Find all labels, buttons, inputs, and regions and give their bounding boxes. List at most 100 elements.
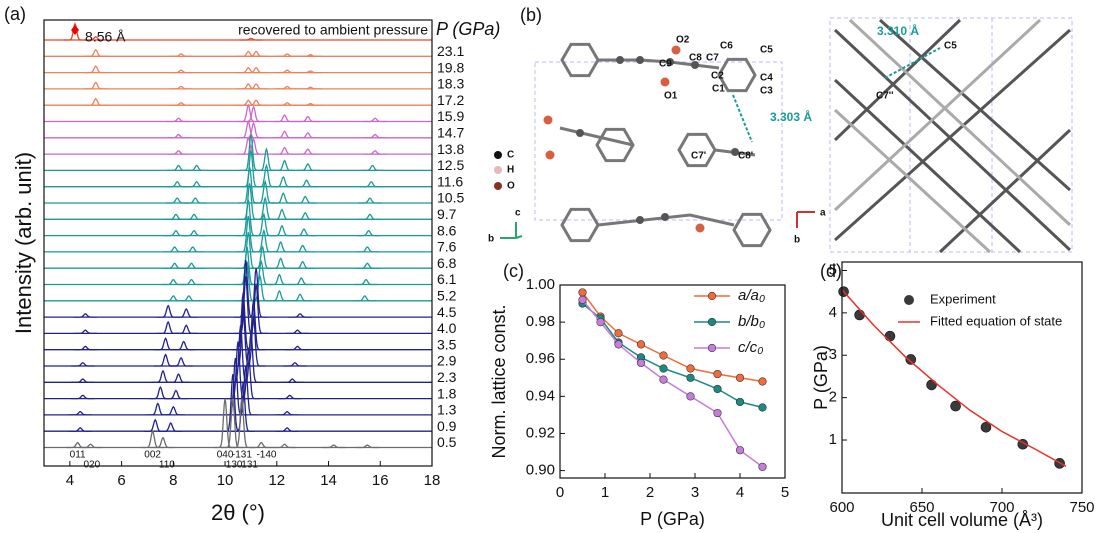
contact [884, 47, 941, 79]
peak [181, 246, 205, 253]
peak [156, 320, 180, 335]
peak [169, 85, 193, 90]
y-tick-label: 0.94 [526, 387, 555, 404]
peak [161, 405, 185, 416]
data-point [578, 288, 587, 297]
peak [294, 179, 319, 188]
atom-label: C8 [689, 53, 702, 64]
legend-label: O [507, 181, 515, 192]
data-point [614, 329, 623, 338]
legend-label: C [507, 150, 514, 161]
data-point [636, 340, 646, 349]
peak [236, 99, 260, 106]
peak [84, 81, 108, 90]
peak [84, 48, 108, 57]
pressure-label: 4.5 [437, 304, 457, 320]
pressure-label: 1.3 [437, 402, 457, 418]
peak-label: 130 [226, 460, 243, 471]
pressure-label: 12.5 [437, 157, 464, 173]
peak [269, 241, 293, 253]
peak [169, 356, 193, 367]
peak [164, 213, 188, 220]
data-point [659, 375, 668, 384]
legend-marker [707, 343, 717, 353]
atom-label: O2 [676, 35, 690, 46]
ring [560, 207, 600, 243]
pressure-label: 23.1 [437, 43, 464, 59]
peak [267, 273, 291, 286]
peak [293, 195, 317, 204]
peak [177, 295, 201, 302]
peak [296, 163, 320, 172]
data-point [636, 358, 646, 368]
peak [166, 373, 191, 383]
atom-label: C7 [706, 53, 719, 64]
peak [182, 213, 206, 220]
data-point [735, 373, 745, 382]
pressure-label: 6.1 [437, 271, 457, 287]
x-tick-label: 1 [601, 484, 609, 501]
charts: (a) Intensity (arb. unit) 2θ (°) P (GPa) rec… [4, 4, 1095, 530]
distance-label: 3.310 Å [877, 23, 919, 38]
peak [291, 244, 315, 253]
peak [254, 163, 279, 188]
peak [63, 22, 87, 41]
peak [298, 54, 323, 57]
peak-label: 131 [241, 460, 258, 471]
pressure-label: 11.6 [437, 173, 463, 189]
peak [228, 325, 253, 383]
peak [169, 102, 193, 106]
distance-label: 3.303 Å [770, 109, 812, 124]
peak [253, 196, 277, 220]
x-axis-label: Unit cell volume (Å³) [881, 510, 1043, 530]
peak [363, 117, 387, 123]
axis-triad [500, 222, 523, 239]
data-point [905, 354, 917, 365]
peak [236, 83, 260, 90]
peak [355, 444, 379, 449]
peak [169, 69, 193, 74]
peak [166, 117, 191, 123]
peak [68, 410, 92, 416]
fit-line [841, 289, 1067, 467]
data-point [758, 462, 767, 471]
peak-label: -131 [232, 450, 252, 461]
peak [275, 69, 299, 74]
peak [278, 394, 302, 400]
peak [271, 175, 295, 188]
peak [165, 181, 189, 188]
data-point [735, 446, 745, 455]
peak [239, 37, 263, 41]
data-point [758, 377, 767, 386]
peak [163, 262, 187, 269]
axis-label: b [794, 235, 800, 246]
atoms [576, 56, 739, 224]
y-tick-label: 3 [829, 346, 837, 363]
plot-frame [841, 261, 1083, 494]
peak [71, 394, 95, 400]
panel-label: (b) [520, 5, 542, 25]
peak [231, 308, 255, 367]
pressure-label: 0.9 [437, 418, 457, 434]
peak [270, 208, 294, 220]
legend-swatch [494, 182, 502, 190]
ring [677, 132, 717, 168]
annotation: 8.56 Å [85, 29, 126, 45]
peak [73, 329, 97, 335]
peak [179, 262, 204, 269]
x-tick-label: 750 [1069, 499, 1094, 516]
peak [363, 133, 387, 139]
data-point [980, 422, 992, 433]
y-axis-label: Norm. lattice const. [489, 304, 509, 458]
peak [179, 278, 204, 286]
peak-label: 040 [217, 450, 234, 461]
x-tick-label: 0 [556, 484, 564, 501]
atom-label: O1 [664, 91, 678, 102]
data-point [659, 364, 668, 373]
panel-label: (d) [820, 261, 842, 281]
y-tick-label: 0.90 [526, 462, 555, 479]
peak [234, 365, 258, 416]
y-tick-label: 5 [829, 261, 837, 278]
peak [289, 277, 313, 286]
y-tick-label: 1 [829, 431, 837, 448]
